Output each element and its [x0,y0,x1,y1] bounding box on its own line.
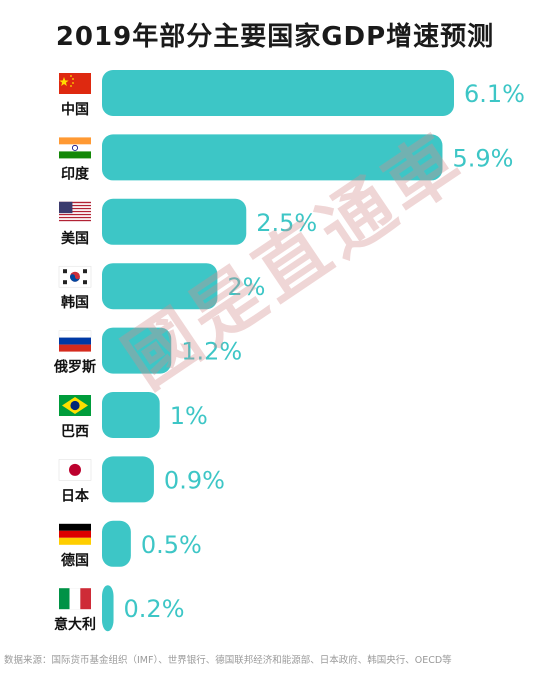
value-label: 2% [227,273,265,301]
bar-8 [102,585,114,632]
value-label: 1% [170,402,208,430]
germany-flag-icon [59,523,91,545]
country-label: 德国 [61,552,89,569]
bar-5 [102,392,160,438]
value-label: 0.5% [141,531,202,559]
bar-7 [102,520,131,567]
bar-0 [102,70,454,116]
value-label: 6.1% [464,80,525,108]
value-label: 5.9% [452,144,513,172]
source-note: 数据来源：国际货币基金组织（IMF）、世界银行、德国联邦经济和能源部、日本政府、… [4,655,452,666]
russia-flag-icon [58,330,92,352]
bar-6 [102,456,154,503]
chart-title: 2019年部分主要国家GDP增速预测 [55,22,495,52]
china-flag-icon [59,73,91,94]
italy-flag-icon [59,588,91,610]
value-label: 1.2% [181,338,242,366]
bar-2 [102,198,247,245]
korea-flag-icon [58,265,92,288]
country-label: 俄罗斯 [53,359,96,376]
country-label: 巴西 [61,424,89,440]
value-label: 2.5% [256,209,317,237]
japan-flag-icon [58,459,92,481]
usa-flag-icon [59,201,91,223]
bar-1 [102,134,443,181]
bar-4 [102,327,172,374]
value-label: 0.2% [124,595,185,623]
india-flag-icon [59,137,91,159]
country-label: 日本 [61,487,90,504]
country-label: 意大利 [54,616,96,633]
country-label: 韩国 [61,294,89,311]
country-label: 印度 [61,165,90,182]
country-label: 美国 [61,230,89,247]
country-label: 中国 [61,101,89,118]
value-label: 0.9% [164,466,225,494]
brazil-flag-icon [59,395,91,416]
bar-3 [102,263,218,310]
